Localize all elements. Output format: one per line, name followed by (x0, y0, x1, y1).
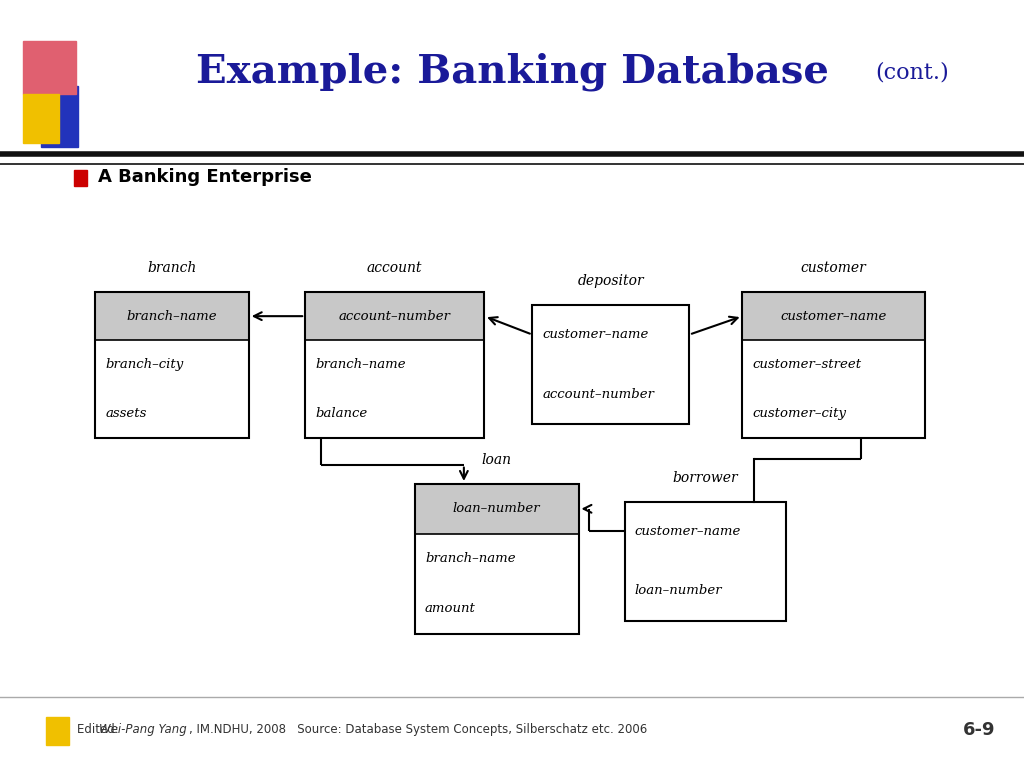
Bar (415, 484, 579, 634)
Bar (23, 41, 76, 94)
Text: depositor: depositor (578, 274, 644, 288)
Bar (46, 717, 69, 745)
Text: Example: Banking Database: Example: Banking Database (196, 53, 828, 91)
Text: amount: amount (425, 602, 476, 615)
Text: (cont.): (cont.) (876, 61, 949, 83)
Bar (415, 484, 579, 534)
Text: branch–name: branch–name (315, 359, 407, 371)
Bar (95, 292, 249, 438)
Bar (415, 484, 579, 634)
Bar (305, 292, 484, 340)
Bar (41, 86, 78, 147)
Text: account–number: account–number (543, 388, 654, 401)
Text: branch–name: branch–name (425, 552, 516, 565)
Bar (305, 292, 484, 438)
Text: 6-9: 6-9 (963, 720, 995, 739)
Text: branch: branch (147, 261, 197, 275)
Bar (742, 292, 925, 438)
Text: account–number: account–number (339, 310, 451, 323)
Text: branch–city: branch–city (105, 359, 183, 371)
Text: balance: balance (315, 407, 368, 420)
Text: A Banking Enterprise: A Banking Enterprise (98, 168, 312, 187)
Text: Edited:: Edited: (77, 723, 122, 736)
Text: customer–street: customer–street (753, 359, 862, 371)
Bar (532, 305, 689, 424)
Text: loan–number: loan–number (453, 502, 541, 515)
Text: customer–city: customer–city (753, 407, 847, 420)
Text: Wei-Pang Yang: Wei-Pang Yang (99, 723, 187, 736)
Bar (74, 170, 87, 186)
Bar (742, 292, 925, 340)
Text: customer–name: customer–name (635, 525, 741, 538)
Text: account: account (367, 261, 423, 275)
Bar (532, 305, 689, 424)
Text: assets: assets (105, 407, 146, 420)
Bar (625, 502, 786, 621)
Text: borrower: borrower (673, 471, 738, 485)
Bar (305, 292, 484, 438)
Bar (95, 292, 249, 340)
Bar (742, 292, 925, 438)
Text: customer: customer (801, 261, 866, 275)
Text: branch–name: branch–name (127, 310, 217, 323)
Text: , IM.NDHU, 2008   Source: Database System Concepts, Silberschatz etc. 2006: , IM.NDHU, 2008 Source: Database System … (189, 723, 648, 736)
Text: loan–number: loan–number (635, 584, 723, 598)
Text: loan: loan (481, 453, 512, 467)
Text: customer–name: customer–name (543, 328, 649, 341)
Text: customer–name: customer–name (780, 310, 887, 323)
Bar (23, 94, 59, 143)
Bar (95, 292, 249, 438)
Bar (625, 502, 786, 621)
